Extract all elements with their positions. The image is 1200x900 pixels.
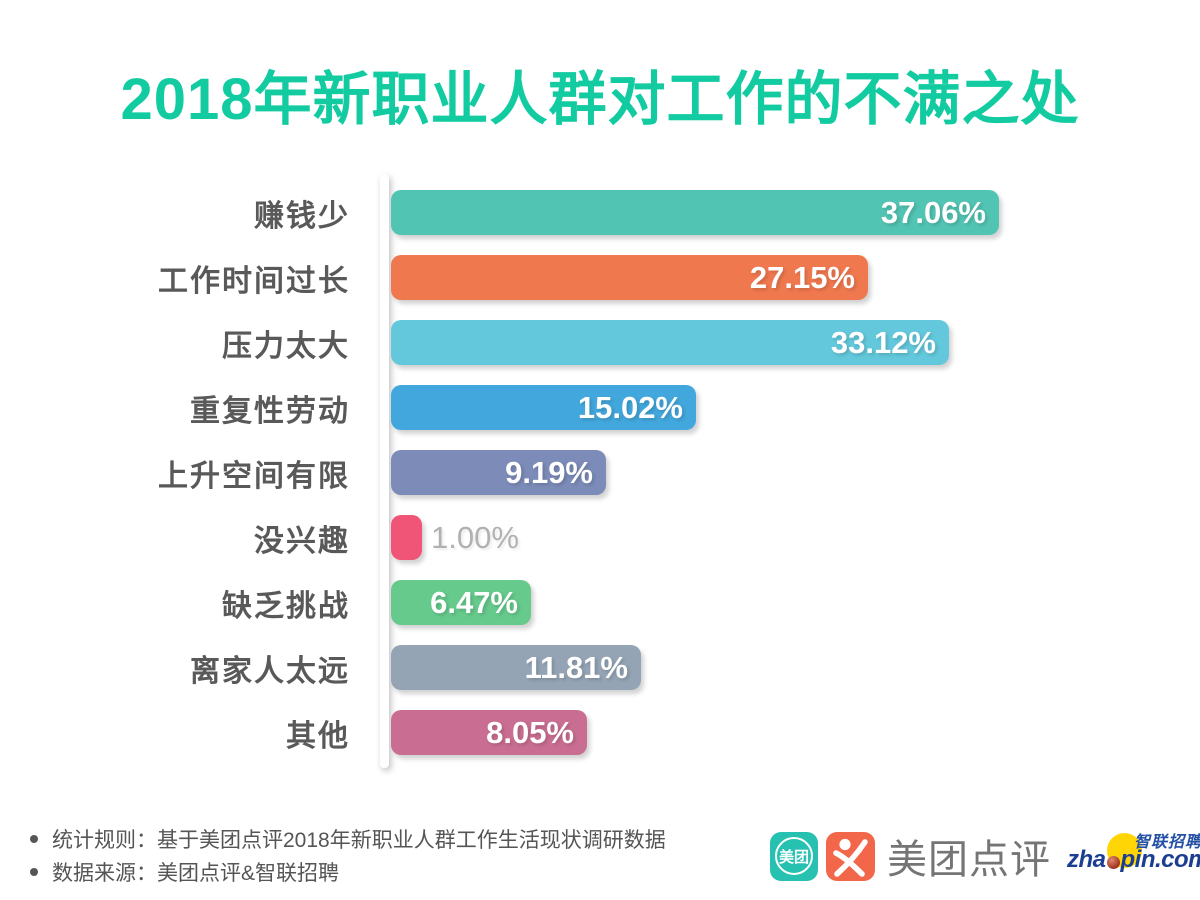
value-label: 27.15% xyxy=(749,259,855,295)
meituan-ring-icon: 美团 xyxy=(775,837,813,875)
value-label: 8.05% xyxy=(486,714,574,750)
footer-notes: 统计规则：基于美团点评2018年新职业人群工作生活现状调研数据 数据来源：美团点评… xyxy=(30,822,666,888)
bar-6 xyxy=(391,515,422,560)
zhaopin-logo: 智联招聘 zha pin.com xyxy=(1067,830,1200,882)
value-label: 33.12% xyxy=(830,324,936,360)
bar-3: 33.12% xyxy=(391,320,949,365)
dianping-icon xyxy=(826,831,875,881)
chart-row: 缺乏挑战 6.47% xyxy=(0,570,1200,635)
bar-area: 11.81% xyxy=(391,645,1200,690)
meituan-icon: 美团 xyxy=(770,831,818,881)
bar-2: 27.15% xyxy=(391,255,868,300)
value-label: 6.47% xyxy=(430,584,518,620)
bar-area: 9.19% xyxy=(391,450,1200,495)
bar-area: 6.47% xyxy=(391,580,1200,625)
chart-row: 上升空间有限 9.19% xyxy=(0,440,1200,505)
axis-line xyxy=(380,174,389,768)
footer-note-text: 数据来源：美团点评&智联招聘 xyxy=(52,861,340,885)
chart-title: 2018年新职业人群对工作的不满之处 xyxy=(120,67,1080,132)
value-label: 11.81% xyxy=(524,649,628,685)
value-label: 9.19% xyxy=(505,454,593,490)
zhaopin-cn-text: 智联招聘 xyxy=(1133,834,1200,851)
bar-7: 6.47% xyxy=(391,580,531,625)
bullet-icon xyxy=(30,834,38,843)
chart-row: 赚钱少 37.06% xyxy=(0,180,1200,245)
bar-area: 15.02% xyxy=(391,385,1200,430)
value-label: 1.00% xyxy=(431,519,519,555)
value-label: 37.06% xyxy=(880,194,986,230)
zhaopin-dot-icon xyxy=(1106,855,1120,869)
meituan-icon-text: 美团 xyxy=(778,848,809,866)
meituan-dianping-wordmark: 美团点评 xyxy=(887,838,1051,882)
category-label: 离家人太远 xyxy=(190,654,350,688)
footer-note: 数据来源：美团点评&智联招聘 xyxy=(30,855,666,888)
bar-4: 15.02% xyxy=(391,385,696,430)
category-label: 缺乏挑战 xyxy=(222,589,350,623)
branding-row: 美团 美团点评 智联招聘 zha pin.com xyxy=(770,828,1200,884)
zhaopin-url-text: zha pin.com xyxy=(1067,846,1200,874)
chart-rows: 赚钱少 37.06% 工作时间过长 27.15% 压力太大 33.12% 重复性劳动 15.0… xyxy=(0,180,1200,765)
category-label: 工作时间过长 xyxy=(158,264,350,298)
category-label: 其他 xyxy=(286,719,350,753)
category-label: 赚钱少 xyxy=(254,199,350,233)
category-label: 没兴趣 xyxy=(254,524,350,558)
chart-row: 没兴趣 1.00% xyxy=(0,505,1200,570)
category-label: 压力太大 xyxy=(222,329,350,363)
zhaopin-url-suffix: pin.com xyxy=(1120,846,1200,873)
zhaopin-url-prefix: zha xyxy=(1067,846,1106,873)
value-label: 15.02% xyxy=(577,389,683,425)
chart-row: 压力太大 33.12% xyxy=(0,310,1200,375)
chart-row: 离家人太远 11.81% xyxy=(0,635,1200,700)
category-label: 重复性劳动 xyxy=(190,394,350,428)
bar-5: 9.19% xyxy=(391,450,606,495)
chart-row: 其他 8.05% xyxy=(0,700,1200,765)
bar-area: 27.15% xyxy=(391,255,1200,300)
bar-8: 11.81% xyxy=(391,645,641,690)
chart-row: 工作时间过长 27.15% xyxy=(0,245,1200,310)
category-label: 上升空间有限 xyxy=(158,459,350,493)
bar-chart: 赚钱少 37.06% 工作时间过长 27.15% 压力太大 33.12% 重复性劳动 15.0… xyxy=(0,174,1200,768)
footer-note-text: 统计规则：基于美团点评2018年新职业人群工作生活现状调研数据 xyxy=(52,828,666,852)
bar-area: 37.06% xyxy=(391,190,1200,235)
bar-area: 8.05% xyxy=(391,710,1200,755)
bar-area: 1.00% xyxy=(391,515,1200,560)
bar-area: 33.12% xyxy=(391,320,1200,365)
bar-9: 8.05% xyxy=(391,710,587,755)
bullet-icon xyxy=(30,867,38,876)
bar-1: 37.06% xyxy=(391,190,999,235)
chart-row: 重复性劳动 15.02% xyxy=(0,375,1200,440)
footer-note: 统计规则：基于美团点评2018年新职业人群工作生活现状调研数据 xyxy=(30,822,666,855)
